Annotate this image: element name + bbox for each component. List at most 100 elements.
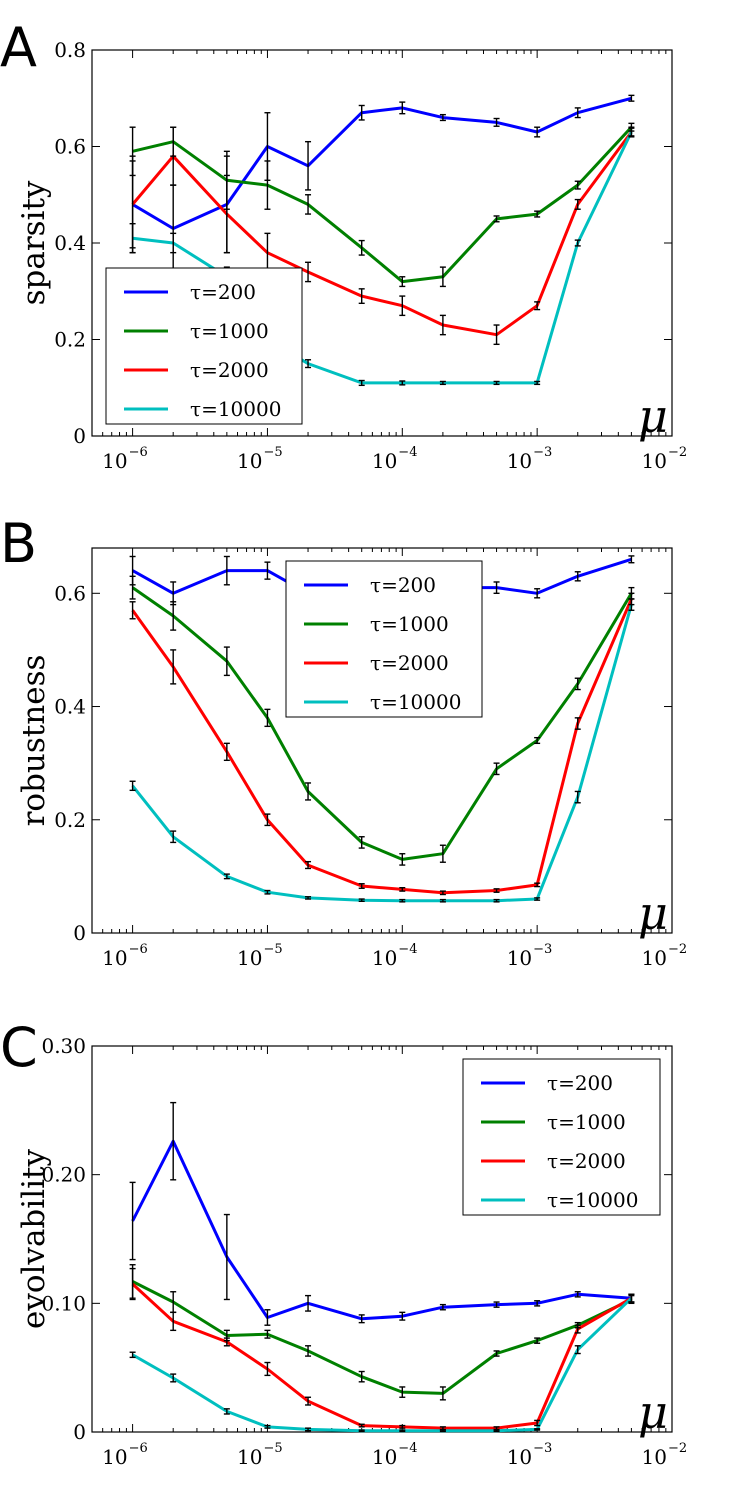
error-bar-tau-10000 — [170, 232, 177, 254]
legend-label-tau-200: τ=200 — [190, 280, 256, 304]
x-tick-exponent: −6 — [129, 445, 148, 460]
error-bar-tau-2000 — [358, 883, 365, 889]
legend-label-tau-10000: τ=10000 — [190, 397, 281, 421]
error-bar-tau-1000 — [439, 1386, 446, 1401]
x-axis-symbol: μ — [638, 886, 668, 940]
error-bar-tau-1000 — [399, 1386, 406, 1398]
chart-panel-A: A10 −6 10 −5 10 −4 10 −3 10 −200.20.40.60.8sparsi… — [0, 16, 687, 473]
y-tick-label: 0 — [73, 921, 86, 945]
error-bar-tau-10000 — [574, 790, 581, 804]
y-tick-label: 0.20 — [41, 1163, 86, 1187]
error-bar-tau-1000 — [223, 646, 230, 677]
x-tick-label: 10 — [237, 449, 262, 473]
legend-label-tau-2000: τ=2000 — [190, 358, 269, 382]
x-tick-exponent: −5 — [263, 1441, 282, 1456]
error-bar-tau-10000 — [534, 380, 541, 386]
legend: τ=200 τ=1000 τ=2000 τ=10000 — [105, 267, 303, 425]
error-bar-tau-200 — [534, 588, 541, 599]
x-tick-label: 10 — [372, 449, 397, 473]
y-axis-label: robustness — [16, 655, 52, 827]
error-bar-tau-2000 — [264, 813, 271, 827]
x-tick-exponent: −4 — [398, 445, 417, 460]
error-bar-tau-2000 — [170, 126, 177, 186]
x-tick-exponent: −6 — [129, 942, 148, 957]
error-bar-tau-1000 — [534, 210, 541, 218]
error-bar-tau-10000 — [628, 598, 635, 611]
series-line-tau-2000 — [131, 131, 633, 337]
x-tick-exponent: −2 — [668, 1441, 687, 1456]
error-bar-tau-1000 — [305, 194, 312, 215]
error-bar-tau-200 — [264, 1309, 271, 1326]
error-bar-tau-10000 — [399, 898, 406, 903]
series-line-tau-10000 — [131, 604, 633, 903]
error-bar-tau-1000 — [264, 708, 271, 728]
x-tick-exponent: −5 — [263, 942, 282, 957]
x-tick-exponent: −3 — [533, 1441, 552, 1456]
error-bar-tau-1000 — [534, 736, 541, 745]
legend-label-tau-1000: τ=1000 — [370, 612, 449, 636]
error-bar-tau-200 — [439, 1303, 446, 1311]
legend-box — [285, 560, 483, 718]
error-bar-tau-200 — [574, 1291, 581, 1298]
error-bar-tau-2000 — [399, 1424, 406, 1429]
error-bar-tau-2000 — [223, 174, 230, 254]
series-line-tau-1000 — [131, 1280, 633, 1395]
x-tick-label: 10 — [507, 946, 532, 970]
error-bar-tau-1000 — [439, 844, 446, 863]
error-bar-tau-10000 — [574, 239, 581, 247]
error-bar-tau-200 — [305, 140, 312, 191]
error-bar-tau-10000 — [170, 1373, 177, 1383]
error-bar-tau-200 — [493, 117, 500, 127]
x-axis-symbol: μ — [638, 1385, 668, 1439]
error-bar-tau-10000 — [305, 1427, 312, 1432]
series-line-tau-1000 — [132, 126, 633, 284]
legend-box — [462, 1058, 661, 1216]
error-bar-tau-10000 — [170, 830, 177, 844]
error-bar-tau-200 — [305, 1294, 312, 1312]
x-axis-symbol: μ — [638, 389, 668, 443]
error-bar-tau-10000 — [574, 1345, 581, 1355]
error-bar-tau-1000 — [358, 239, 365, 256]
y-tick-label: 0.10 — [41, 1291, 86, 1315]
legend-label-tau-2000: τ=2000 — [547, 1149, 626, 1173]
error-bar-tau-10000 — [439, 1429, 446, 1433]
legend-label-tau-1000: τ=1000 — [190, 319, 269, 343]
error-bar-tau-200 — [170, 1101, 177, 1181]
error-bar-tau-200 — [358, 104, 365, 121]
error-bar-tau-2000 — [358, 288, 365, 305]
chart-panel-C: C10 −6 10 −5 10 −4 10 −3 10 −200.100.200.30evolva… — [0, 1016, 687, 1469]
error-bar-tau-10000 — [628, 127, 635, 137]
error-bar-tau-2000 — [493, 888, 500, 893]
error-bar-tau-2000 — [170, 1311, 177, 1332]
y-tick-label: 0.2 — [54, 328, 86, 352]
y-tick-label: 0.8 — [54, 38, 86, 62]
x-tick-label: 10 — [642, 449, 667, 473]
panel-letter: A — [0, 16, 37, 79]
error-bar-tau-2000 — [399, 295, 406, 317]
error-bar-tau-10000 — [399, 1429, 406, 1433]
error-bar-tau-10000 — [358, 1429, 365, 1433]
error-bar-tau-1000 — [493, 215, 500, 223]
y-axis-label: evolvability — [16, 1149, 52, 1329]
error-bar-tau-2000 — [574, 198, 581, 210]
error-bar-tau-10000 — [223, 1408, 230, 1415]
error-bar-tau-10000 — [493, 1429, 500, 1433]
error-bar-tau-2000 — [358, 1423, 365, 1428]
error-bar-tau-200 — [493, 1301, 500, 1308]
error-bar-tau-2000 — [223, 742, 230, 762]
legend-label-tau-200: τ=200 — [370, 573, 436, 597]
series-line-tau-1000 — [131, 586, 633, 861]
error-bar-tau-1000 — [574, 677, 581, 691]
legend-label-tau-200: τ=200 — [547, 1071, 613, 1095]
error-bar-tau-200 — [399, 1311, 406, 1321]
x-tick-label: 10 — [642, 1445, 667, 1469]
error-bar-tau-10000 — [223, 873, 230, 880]
legend-label-tau-10000: τ=10000 — [547, 1188, 638, 1212]
error-bar-tau-200 — [223, 555, 230, 586]
error-bar-tau-10000 — [129, 222, 136, 254]
legend-label-tau-10000: τ=10000 — [370, 690, 461, 714]
error-bar-tau-2000 — [574, 717, 581, 730]
error-bar-tau-1000 — [493, 1350, 500, 1357]
error-bar-tau-2000 — [129, 601, 136, 620]
